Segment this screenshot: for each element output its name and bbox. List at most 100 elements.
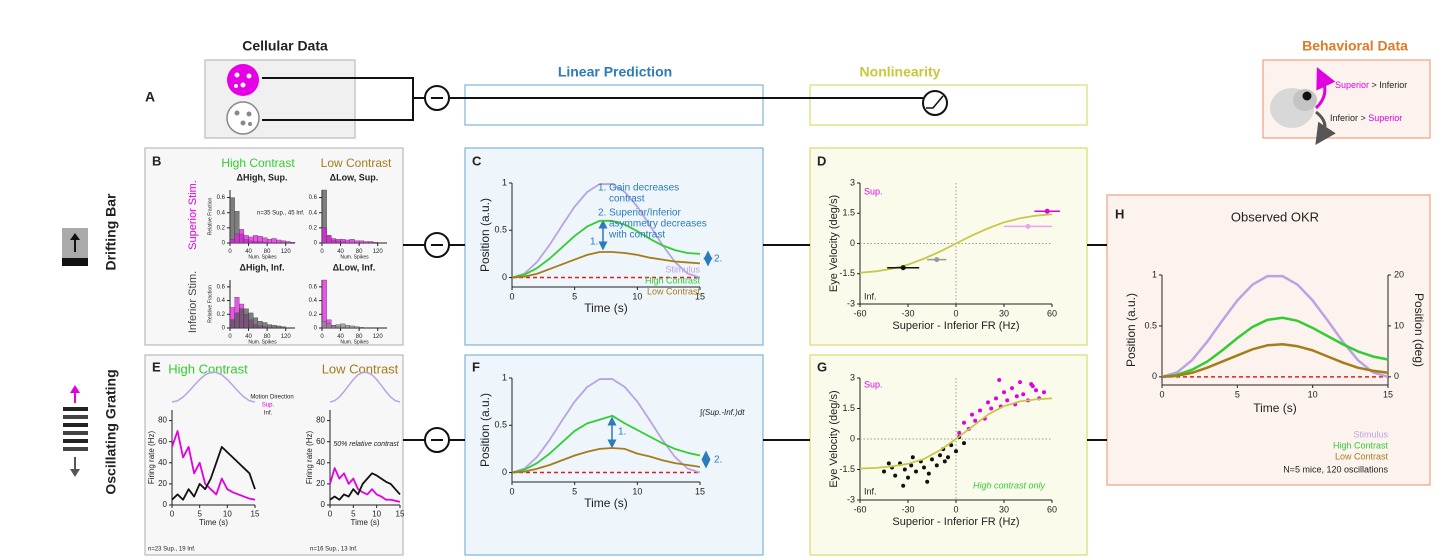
y-tick-label: 0.2 [217, 312, 226, 318]
x-axis-label: Num. Spikes [340, 254, 369, 260]
series-line [511, 219, 701, 279]
x-tick-label: 0 [509, 292, 514, 302]
legend-entry: Low Contrast [1335, 451, 1389, 461]
note: N=5 mice, 120 oscillations [1283, 464, 1388, 474]
bar [354, 326, 360, 329]
series-line [1161, 343, 1389, 379]
y-tick-label: 0 [850, 238, 855, 248]
x-tick-label: 0 [953, 309, 958, 319]
x-tick-label: 15 [695, 487, 705, 497]
bar [372, 242, 378, 244]
scatter-point [1010, 386, 1014, 391]
bar [276, 325, 282, 329]
scatter-point [997, 378, 1002, 383]
x-tick-label: 30 [999, 505, 1009, 515]
y-tick-label: 1 [502, 372, 507, 382]
data-point [1044, 208, 1050, 214]
superior: Superior [1368, 113, 1402, 123]
note: n=35 Sup., 45 Inf. [257, 211, 305, 217]
y-tick-label: 0.6 [217, 195, 226, 201]
x-axis-label: Superior - Inferior FR (Hz) [892, 320, 1019, 332]
x-tick-label: 10 [372, 510, 381, 519]
x-tick-label: 120 [373, 334, 384, 340]
y-tick-label: 20 [316, 479, 325, 488]
panel-label: F [472, 359, 480, 374]
mouse-icon [1270, 67, 1336, 145]
y-tick-label: -1.5 [839, 268, 855, 278]
scatter-point [893, 473, 898, 478]
x-tick-label: 10 [223, 510, 232, 519]
x-tick-label: 80 [356, 249, 363, 255]
y-axis-label: Eye Velocity (deg/s) [828, 195, 840, 292]
y-tick-label: 3 [850, 372, 855, 382]
annotation-arrows [598, 219, 713, 469]
x-tick-label: 0 [1159, 390, 1164, 400]
x-tick-label: 0 [228, 249, 232, 255]
x-axis-label: Time (s) [1253, 401, 1297, 415]
annotation: with contrast [608, 230, 665, 241]
series-line [329, 467, 401, 503]
scatter-point [901, 483, 906, 488]
y-tick-label: 0 [321, 500, 326, 509]
y-tick-label: 0.6 [217, 284, 226, 290]
y-tick-label: 60 [316, 437, 325, 446]
scatter-point [978, 408, 982, 413]
behavior-up: Superior > Inferior [1335, 80, 1407, 90]
scatter-point [989, 406, 994, 411]
linear-title: Linear Prediction [558, 64, 672, 80]
y-tick-label: 3 [850, 177, 855, 187]
bar [331, 325, 337, 329]
y-tick-label: 0.2 [309, 312, 318, 318]
annotation: 1. [590, 237, 598, 248]
bar [234, 312, 240, 329]
series-line [511, 447, 701, 474]
note: n=23 Sup., 19 Inf. [148, 547, 196, 553]
x-tick-label: 0 [320, 334, 324, 340]
y-axis-label: Firing rate (Hz) [147, 430, 156, 484]
y-tick-label: 0.2 [309, 225, 318, 231]
bar [229, 239, 235, 244]
x-tick-label: 40 [337, 334, 344, 340]
scatter-point [886, 461, 891, 466]
bar [354, 240, 360, 244]
bar [358, 240, 364, 244]
series-line [859, 397, 1053, 470]
scatter-point [970, 412, 974, 417]
bar [271, 238, 277, 244]
x-tick-label: 60 [1047, 505, 1057, 515]
bar [368, 241, 374, 244]
bar [321, 227, 327, 244]
y-axis-label: Relative Fraction [207, 285, 213, 323]
chart-title: ΔHigh, Inf. [240, 262, 285, 272]
annotation: ∫(Sup.-Inf.)dt [699, 408, 745, 417]
scatter-point [994, 396, 998, 401]
annotation: 2. Superior/Inferior [598, 208, 681, 219]
x-tick-label: -60 [853, 505, 866, 515]
stimulus-line [329, 371, 401, 403]
legend-entry: Low Contrast [647, 286, 701, 296]
x-tick-label: -60 [853, 309, 866, 319]
x-axis-label: Num. Spikes [248, 254, 277, 260]
scatter-point [910, 455, 915, 460]
x-axis-label: Num. Spikes [340, 339, 369, 345]
annotation: Inf. [264, 411, 273, 417]
bar [321, 320, 327, 329]
panel-label: H [1115, 206, 1124, 221]
bar [239, 229, 245, 244]
bar [243, 308, 249, 329]
nonlinearity-title: Nonlinearity [860, 64, 941, 80]
bar [257, 320, 263, 329]
chart-title: ΔLow, Inf. [333, 262, 376, 272]
scatter-point [962, 420, 966, 425]
series-line [171, 430, 256, 501]
scatter-point [925, 479, 930, 484]
bar [326, 235, 332, 244]
chart-title: ΔLow, Sup. [330, 172, 379, 182]
x-tick-label: -30 [901, 309, 914, 319]
bar [262, 237, 268, 244]
x-tick-label: 60 [1047, 309, 1057, 319]
bar [276, 239, 282, 244]
y-tick-label: 0.5 [1144, 320, 1157, 330]
annotation: Motion Direction [250, 395, 293, 401]
